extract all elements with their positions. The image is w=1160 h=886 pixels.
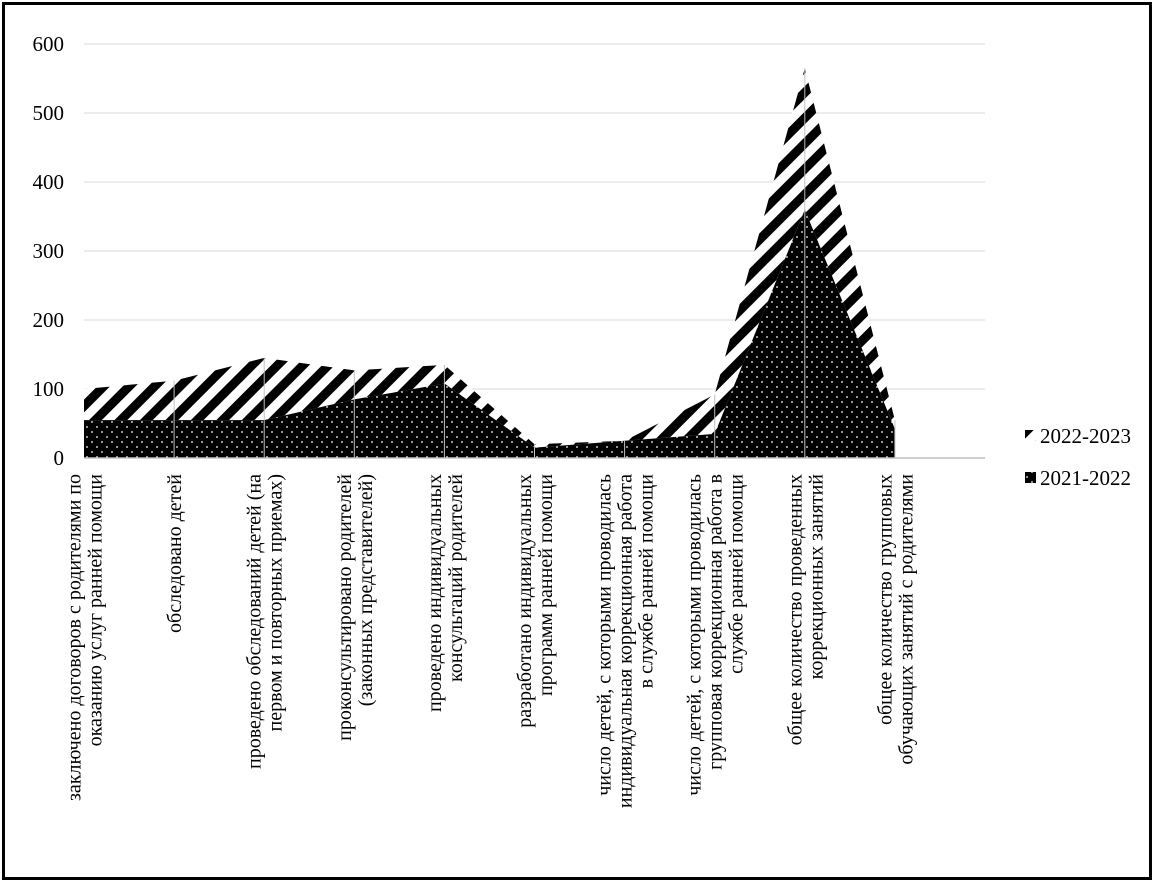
y-tick-label: 100	[33, 377, 65, 401]
x-tick-label: проведено обследований детей (напервом и…	[244, 474, 287, 769]
area-series-2022-2023	[84, 68, 895, 448]
x-axis: заключено договоров с родителями пооказа…	[64, 457, 985, 808]
x-tick-label: общее количество групповыхобучающих заня…	[874, 474, 917, 765]
legend-swatch	[1025, 472, 1036, 483]
y-tick-label: 200	[33, 308, 65, 332]
y-axis: 0 100 200 300 400 500 600	[33, 32, 65, 470]
y-tick-label: 300	[33, 239, 65, 263]
legend-swatch	[1025, 430, 1036, 441]
x-tick-label: число детей, с которыми проводиласьгрупп…	[684, 474, 748, 796]
legend-label: 2021-2022	[1040, 466, 1131, 490]
x-tick-label: проконсультировано родителей(законных пр…	[334, 474, 377, 741]
x-tick-label: число детей, с которыми проводиласьиндив…	[594, 474, 658, 808]
y-tick-label: 500	[33, 101, 65, 125]
x-tick-label: общее количество проведенныхкоррекционны…	[784, 474, 827, 746]
legend: 2022-2023 2021-2022	[1025, 424, 1131, 490]
plot-area	[84, 68, 896, 458]
x-tick-label: заключено договоров с родителями пооказа…	[64, 474, 107, 801]
area-series-2021-2022	[84, 209, 895, 458]
x-tick-label: обследовано детей	[164, 474, 186, 633]
y-tick-label: 0	[54, 446, 65, 470]
x-tick-label: разработано индивидуальныхпрограмм ранне…	[514, 474, 557, 728]
y-tick-label: 400	[33, 170, 65, 194]
legend-label: 2022-2023	[1040, 424, 1131, 448]
x-tick-label: проведено индивидуальныхконсультаций род…	[424, 474, 467, 712]
y-tick-label: 600	[33, 32, 65, 56]
